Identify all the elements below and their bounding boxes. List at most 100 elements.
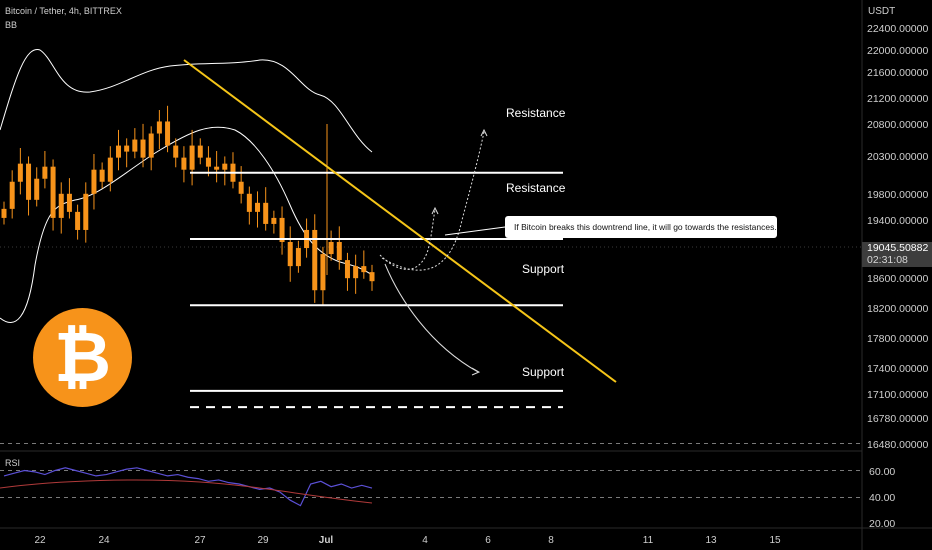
candle-body <box>279 217 285 243</box>
time-tick-label: Jul <box>319 535 334 546</box>
candle-body <box>140 139 146 158</box>
rsi-panel: 60.00 40.00 20.00 <box>0 443 895 530</box>
candle-body <box>246 193 252 212</box>
price-tick-label: 16480.00000 <box>867 439 928 451</box>
candle-body <box>58 193 64 218</box>
candle-body <box>1 208 7 218</box>
price-tick-label: 21200.00000 <box>867 93 928 105</box>
price-tick-label: 18200.00000 <box>867 303 928 315</box>
downtrend-line[interactable] <box>183 59 617 383</box>
arrowhead <box>471 367 481 376</box>
price-axis: USDT 22400.00000 22000.00000 21600.00000 212… <box>867 6 928 451</box>
candle-body <box>173 145 179 158</box>
support-label-1: Support <box>522 262 565 276</box>
candle-body <box>107 157 113 182</box>
candle-body <box>26 163 32 200</box>
resistance-label-1: Resistance <box>506 106 566 120</box>
candle-body <box>148 133 154 158</box>
time-tick-label: 29 <box>257 535 269 546</box>
support-label-2: Support <box>522 365 565 379</box>
price-tick-label: 17100.00000 <box>867 389 928 401</box>
candle-body <box>328 242 334 255</box>
price-tick-label: 19400.00000 <box>867 215 928 227</box>
trendline-segment <box>183 59 617 383</box>
candle-body <box>238 181 244 194</box>
projection-to-resistance-1 <box>381 131 485 271</box>
price-tick-label: 20800.00000 <box>867 119 928 131</box>
candle-body <box>91 169 97 194</box>
time-tick-label: 13 <box>705 535 717 546</box>
rsi-tick-label: 60.00 <box>869 466 895 478</box>
candle-body <box>83 193 89 230</box>
rsi-ma-line <box>0 479 373 504</box>
rsi-tick-label: 40.00 <box>869 492 895 504</box>
bb-upper-band <box>0 49 373 153</box>
candle-body <box>189 145 195 170</box>
bb-lower-band <box>0 126 373 323</box>
projection-paths <box>379 128 506 376</box>
candle-body <box>50 166 56 218</box>
price-tick-label: 22400.00000 <box>867 23 928 35</box>
level-lines <box>190 171 563 409</box>
time-axis: 22 24 27 29 Jul 4 6 8 11 13 15 <box>34 535 781 546</box>
price-tick-label: 17800.00000 <box>867 333 928 345</box>
candle-body <box>353 266 359 279</box>
candle-body <box>124 145 130 152</box>
symbol-title: Bitcoin / Tether, 4h, BITTREX <box>5 6 122 16</box>
candle-body <box>336 242 342 261</box>
candle-body <box>132 139 138 152</box>
rsi-tick-label: 20.00 <box>869 518 895 530</box>
candle-body <box>181 157 187 170</box>
price-tick-label: 22000.00000 <box>867 45 928 57</box>
resistance-label-2: Resistance <box>506 181 566 195</box>
candle-body <box>361 266 367 273</box>
candle-body <box>222 163 228 170</box>
time-tick-label: 24 <box>98 535 110 546</box>
time-tick-label: 22 <box>34 535 46 546</box>
callout-bubble: If Bitcoin breaks this downtrend line, i… <box>505 216 777 238</box>
price-tick-label: 17400.00000 <box>867 363 928 375</box>
time-tick-label: 6 <box>485 535 491 546</box>
candle-body <box>197 145 203 158</box>
price-tick-label: 16780.00000 <box>867 413 928 425</box>
candle-body <box>165 121 171 146</box>
arrowhead <box>431 206 439 215</box>
rsi-line <box>3 467 373 507</box>
current-price-tag: 19045.50882 <box>862 242 932 255</box>
candle-body <box>115 145 121 158</box>
candle-body <box>320 254 326 291</box>
candle-body <box>369 272 375 282</box>
candle-body <box>42 166 48 179</box>
callout-pointer <box>444 226 506 236</box>
indicator-label-bb: BB <box>5 20 18 30</box>
candlestick-series <box>1 105 375 306</box>
price-tick-label: 20300.00000 <box>867 151 928 163</box>
candle-body <box>255 202 261 212</box>
projection-to-support-2 <box>384 263 479 373</box>
candle-body <box>34 178 40 200</box>
price-tick-label: 21600.00000 <box>867 67 928 79</box>
candle-body <box>295 248 301 267</box>
time-tick-label: 27 <box>194 535 206 546</box>
candle-body <box>263 202 269 224</box>
candle-body <box>214 166 220 170</box>
candle-body <box>271 217 277 224</box>
rsi-label: RSI <box>5 458 21 468</box>
price-axis-currency: USDT <box>868 6 895 17</box>
time-tick-label: 4 <box>422 535 428 546</box>
time-tick-label: 15 <box>769 535 781 546</box>
candle-body <box>312 229 318 291</box>
bitcoin-logo-icon: ₿ <box>33 308 132 407</box>
candle-body <box>344 260 350 279</box>
candle-body <box>66 193 72 212</box>
time-tick-label: 8 <box>548 535 554 546</box>
projection-to-resistance-2 <box>379 209 436 270</box>
candle-countdown: 02:31:08 <box>862 254 932 267</box>
arrowhead <box>480 128 488 137</box>
candle-body <box>75 211 81 230</box>
price-tick-label: 19800.00000 <box>867 189 928 201</box>
candle-body <box>287 242 293 267</box>
candle-body <box>156 121 162 134</box>
bollinger-bands <box>0 49 373 323</box>
